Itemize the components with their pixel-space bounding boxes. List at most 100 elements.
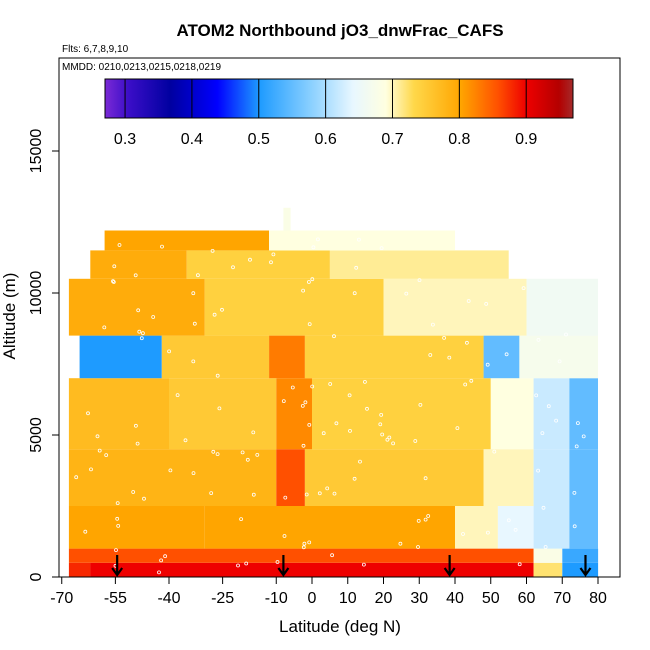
observation-point: [576, 421, 580, 426]
heatmap-cell: [186, 250, 330, 279]
observation-point: [111, 279, 115, 284]
observation-point: [163, 554, 168, 559]
observation-point: [137, 329, 142, 334]
observation-point: [159, 558, 164, 563]
flight-marker-arrow: [443, 555, 456, 577]
observation-point: [574, 444, 579, 449]
heatmap-cell: [104, 230, 270, 251]
observation-point: [581, 434, 586, 439]
observation-point: [157, 570, 161, 575]
heatmap-cell: [169, 378, 277, 450]
observation-point: [365, 406, 369, 411]
observation-point: [310, 277, 315, 282]
observation-point: [517, 562, 522, 567]
observation-point: [131, 490, 136, 494]
observation-point: [379, 412, 384, 417]
observation-point: [404, 291, 409, 296]
observation-point: [74, 475, 79, 480]
observation-point: [301, 545, 306, 550]
observation-point: [160, 244, 164, 249]
observation-point: [112, 264, 117, 269]
heatmap-cell: [526, 278, 598, 336]
observation-point: [301, 443, 306, 448]
heatmap-cell: [329, 250, 509, 279]
y-tick-label: 5000: [28, 417, 45, 453]
observation-point: [139, 336, 144, 341]
x-tick-label: 80: [589, 590, 607, 607]
chart-title: ATOM2 Northbound jO3_dnwFrac_CAFS: [176, 21, 503, 40]
observation-point: [334, 421, 339, 426]
heatmap-cell: [269, 230, 455, 251]
observation-point: [321, 431, 326, 436]
heatmap-cell: [90, 562, 534, 577]
heatmap-cell: [455, 506, 498, 549]
observation-point: [140, 331, 145, 336]
observation-point: [115, 516, 120, 521]
observation-point: [536, 337, 541, 342]
heatmap-cell: [276, 378, 313, 450]
observation-point: [572, 490, 577, 495]
heatmap-cell: [68, 449, 277, 506]
observation-point: [413, 439, 418, 443]
observation-point: [114, 548, 118, 552]
observation-point: [111, 280, 116, 284]
observation-point: [315, 237, 320, 242]
observation-point: [282, 534, 287, 538]
observation-point: [541, 505, 546, 510]
heatmap-cells: [68, 207, 599, 577]
observation-point: [275, 560, 280, 564]
observation-point: [271, 252, 276, 257]
observation-point: [281, 399, 286, 404]
observation-point: [543, 545, 548, 549]
heatmap-cell: [304, 449, 484, 506]
observation-point: [328, 382, 333, 386]
observation-point: [307, 540, 312, 545]
observation-point: [220, 307, 224, 312]
x-tick-label: 50: [482, 590, 500, 607]
colorbar-tick-label: 0.8: [448, 131, 470, 148]
heatmap-cell: [383, 278, 527, 336]
observation-point: [175, 393, 180, 398]
observation-point: [310, 384, 315, 389]
x-axis: -70 -55 -40 -25 -10 0 10 20 30 40 50 60 70 80: [50, 576, 607, 607]
flights-label: Flts: 6,7,8,9,10: [62, 44, 129, 55]
observation-point: [442, 335, 447, 340]
heatmap-cell: [519, 335, 598, 379]
colorbar-tick-label: 0.6: [315, 131, 337, 148]
observation-point: [231, 265, 235, 270]
observation-point: [116, 524, 121, 528]
y-axis-title: Altitude (m): [0, 273, 19, 360]
observation-point: [95, 434, 100, 439]
observation-point: [347, 393, 352, 398]
observation-point: [236, 563, 240, 568]
observation-point: [117, 243, 122, 247]
observation-point: [358, 459, 362, 464]
heatmap-cell: [533, 506, 570, 549]
observation-point: [104, 453, 109, 458]
x-tick-label: -10: [265, 590, 288, 607]
heatmap-cell: [269, 335, 305, 379]
observation-point: [210, 248, 215, 253]
flight-marker-arrow: [579, 555, 592, 577]
observation-point: [423, 476, 428, 481]
observation-point: [416, 519, 421, 523]
y-tick-label: 15000: [28, 129, 45, 174]
observation-point: [572, 524, 577, 529]
x-tick-label: 40: [446, 590, 464, 607]
observation-point: [428, 353, 433, 357]
observation-point: [183, 438, 188, 443]
observation-point: [352, 291, 357, 296]
observation-point: [215, 373, 220, 378]
heatmap-cell: [483, 335, 520, 379]
heatmap-cell: [533, 548, 563, 563]
observation-point: [504, 352, 509, 357]
observation-point: [536, 468, 540, 473]
flight-marker-arrow: [277, 555, 290, 577]
heatmap-cell: [68, 278, 205, 336]
observation-point: [348, 428, 352, 433]
colorbar-tick-label: 0.7: [381, 131, 403, 148]
observation-point: [391, 441, 396, 446]
observation-point: [361, 562, 366, 567]
observation-point: [191, 471, 196, 476]
observation-point: [430, 322, 435, 327]
